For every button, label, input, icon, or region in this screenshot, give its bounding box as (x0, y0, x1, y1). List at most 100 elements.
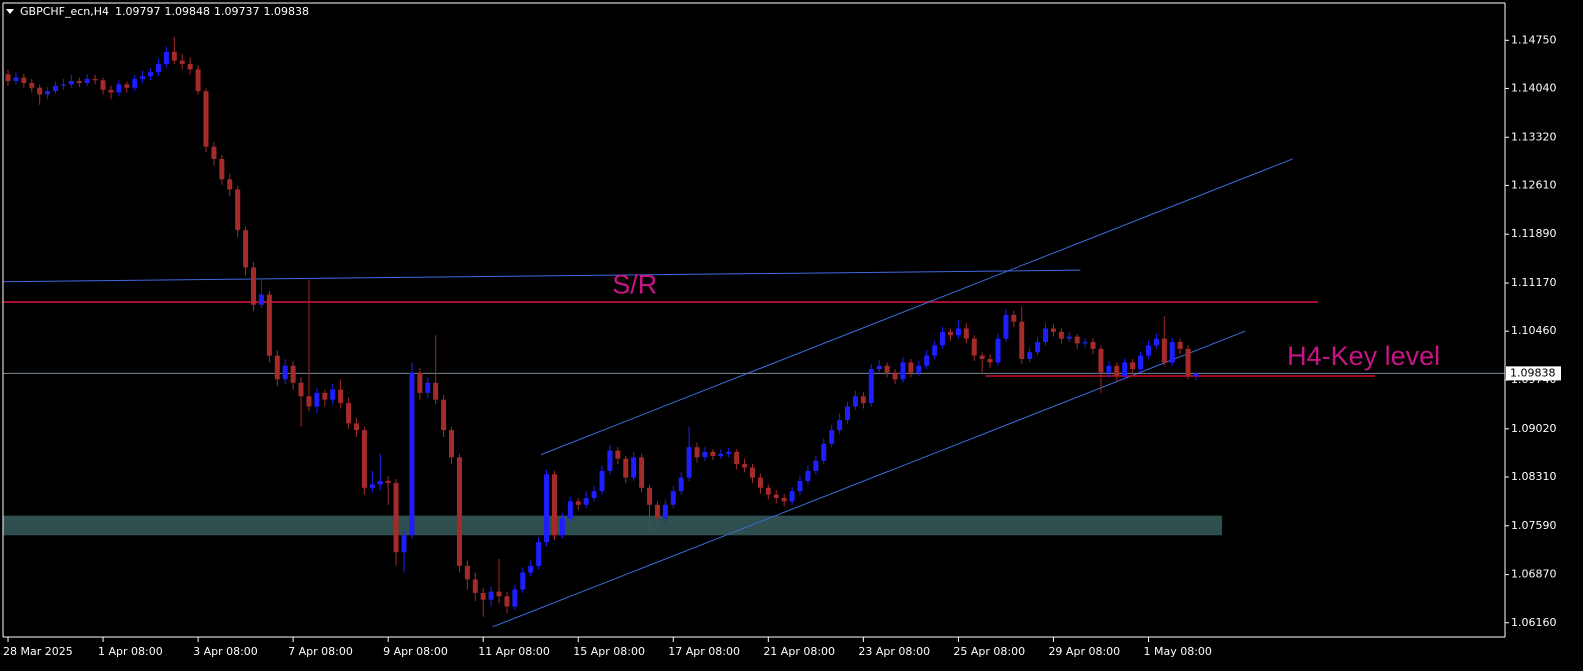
candle-body (504, 596, 510, 607)
candle-body (441, 399, 447, 431)
candle-body (5, 74, 11, 81)
trend-line (540, 158, 1293, 456)
candle-body (1193, 373, 1199, 377)
candle-body (1122, 362, 1128, 376)
zone (3, 515, 1223, 536)
candle-body (694, 447, 700, 458)
candle-body (1058, 331, 1064, 339)
candle-body (987, 358, 993, 363)
candle-body (29, 83, 35, 88)
x-tick-label: 21 Apr 08:00 (763, 645, 835, 658)
candle-body (805, 470, 811, 482)
candle-body (789, 491, 795, 502)
candle-body (702, 451, 708, 458)
y-tick-label: 1.12610 (1511, 178, 1557, 191)
candle-body (155, 64, 161, 73)
candle-body (845, 406, 851, 421)
candle-body (338, 389, 344, 404)
candle-body (60, 84, 66, 86)
y-tick-label: 1.09020 (1511, 422, 1557, 435)
candle-body (813, 460, 819, 471)
candle-body (456, 457, 462, 566)
candle-body (496, 591, 502, 597)
candle-body (1082, 342, 1088, 344)
candle-body (559, 518, 565, 536)
candle-body (852, 396, 858, 407)
trend-line (3, 269, 1081, 283)
x-tick-label: 17 Apr 08:00 (668, 645, 740, 658)
candle-body (749, 467, 755, 478)
candle-body (187, 64, 193, 70)
candle-body (765, 487, 771, 495)
candle-body (76, 80, 82, 84)
x-tick-label: 9 Apr 08:00 (383, 645, 448, 658)
x-tick-label: 29 Apr 08:00 (1048, 645, 1120, 658)
candle-body (718, 453, 724, 456)
candle-body (425, 382, 431, 393)
candle-body (551, 474, 557, 536)
candle-body (361, 430, 367, 488)
y-tick-label: 1.08310 (1511, 470, 1557, 483)
candle-body (678, 477, 684, 492)
candle-body (821, 443, 827, 461)
candle-body (1169, 342, 1175, 363)
candle-body (773, 494, 779, 498)
candle-body (124, 84, 130, 88)
candle-body (1177, 342, 1183, 349)
candle-body (108, 89, 114, 93)
candle-body (322, 392, 328, 400)
header-open: 1.09797 (115, 5, 161, 18)
candle-body (464, 565, 470, 580)
candle-body (84, 78, 90, 84)
symbol: GBPCHF_ecn,H4 (20, 5, 109, 18)
header: GBPCHF_ecn,H4 1.09797 1.09848 1.09737 1.0983… (20, 5, 309, 18)
candle-body (140, 76, 146, 79)
candle-body (148, 72, 154, 77)
price-label: 1.09838 (1510, 366, 1556, 379)
candle-body (243, 230, 249, 268)
candle-body (1185, 348, 1191, 376)
candle-body (979, 355, 985, 359)
y-tick-label: 1.07590 (1511, 519, 1557, 532)
candle-body (472, 579, 478, 593)
candle-body (13, 77, 19, 81)
y-tick-label: 1.11890 (1511, 227, 1557, 240)
candle-body (298, 382, 304, 397)
y-tick-label: 1.14040 (1511, 81, 1557, 94)
candle-body (971, 338, 977, 356)
candle-body (45, 91, 51, 95)
candle-body (1114, 365, 1120, 376)
y-tick-label: 1.10460 (1511, 324, 1557, 337)
candle-body (1106, 365, 1112, 373)
candle-body (132, 78, 138, 88)
x-tick-label: 3 Apr 08:00 (193, 645, 258, 658)
candle-body (480, 592, 486, 600)
candle-body (757, 477, 763, 488)
candle-body (1066, 336, 1072, 339)
trend-line (492, 330, 1246, 628)
candle-body (68, 80, 74, 85)
y-tick-label: 1.11170 (1511, 276, 1557, 289)
candle-body (195, 69, 201, 92)
candle-body (512, 589, 518, 607)
candle-body (670, 491, 676, 505)
x-tick-label: 1 Apr 08:00 (98, 645, 163, 658)
candle-body (385, 481, 391, 484)
candle-body (797, 481, 803, 492)
x-tick-label: 15 Apr 08:00 (573, 645, 645, 658)
x-tick-label: 28 Mar 2025 (3, 645, 73, 658)
candle-body (488, 591, 494, 600)
candle-body (1043, 328, 1049, 343)
x-tick-label: 23 Apr 08:00 (858, 645, 930, 658)
candle-body (544, 474, 550, 543)
candle-body (449, 430, 455, 458)
candle-body (92, 78, 98, 81)
candle-body (615, 450, 621, 459)
candle-body (433, 382, 439, 400)
y-tick-label: 1.13320 (1511, 130, 1557, 143)
candle-body (599, 470, 605, 492)
candle-body (654, 504, 660, 519)
candle-body (266, 294, 272, 356)
candle-body (916, 365, 922, 373)
header-close: 1.09838 (264, 5, 310, 18)
